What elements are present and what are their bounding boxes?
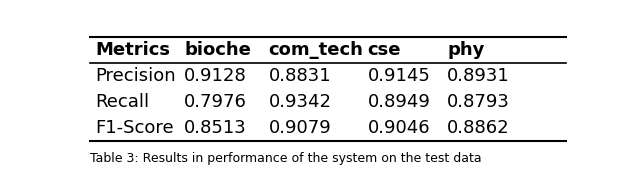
Text: 0.9128: 0.9128 xyxy=(184,67,247,85)
Text: F1-Score: F1-Score xyxy=(95,119,173,137)
Text: cse: cse xyxy=(367,41,401,59)
Text: 0.8931: 0.8931 xyxy=(447,67,510,85)
Text: 0.9046: 0.9046 xyxy=(367,119,430,137)
Text: Metrics: Metrics xyxy=(95,41,170,59)
Text: phy: phy xyxy=(447,41,484,59)
Text: 0.9079: 0.9079 xyxy=(269,119,332,137)
Text: 0.8862: 0.8862 xyxy=(447,119,509,137)
Text: com_tech: com_tech xyxy=(269,41,364,59)
Text: bioche: bioche xyxy=(184,41,251,59)
Text: 0.9342: 0.9342 xyxy=(269,93,332,111)
Text: Table 3: Results in performance of the system on the test data: Table 3: Results in performance of the s… xyxy=(90,152,481,165)
Text: Recall: Recall xyxy=(95,93,149,111)
Text: Precision: Precision xyxy=(95,67,175,85)
Text: 0.7976: 0.7976 xyxy=(184,93,247,111)
Text: 0.8831: 0.8831 xyxy=(269,67,331,85)
Text: 0.8949: 0.8949 xyxy=(367,93,431,111)
Text: 0.8513: 0.8513 xyxy=(184,119,247,137)
Text: 0.9145: 0.9145 xyxy=(367,67,431,85)
Text: 0.8793: 0.8793 xyxy=(447,93,510,111)
